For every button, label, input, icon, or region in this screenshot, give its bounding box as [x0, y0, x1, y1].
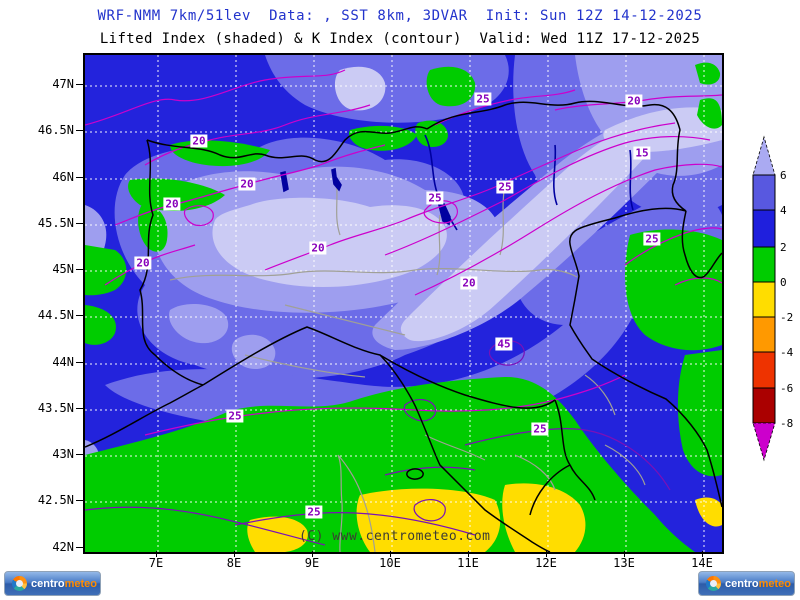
lat-tick-mark — [76, 130, 83, 131]
lon-tick-label: 13E — [613, 556, 635, 570]
coastlines-borders — [85, 100, 722, 552]
colorbar-segment — [752, 316, 776, 353]
contour-label: 45 — [495, 337, 513, 351]
lat-tick-label: 45.5N — [37, 216, 74, 230]
colorbar-tick-label: -4 — [780, 346, 794, 359]
contour-label: 20 — [625, 94, 643, 108]
contour-label: 20 — [134, 256, 152, 270]
watermark: (C) www.centrometeo.com — [299, 529, 491, 544]
colorbar-tick-label: 0 — [780, 276, 787, 289]
centrometeo-logo-icon — [706, 576, 721, 591]
lon-tick-mark — [312, 551, 313, 557]
centrometeo-logo-left[interactable]: centro meteo — [4, 571, 101, 596]
lon-tick-label: 9E — [304, 556, 320, 570]
contour-label: 25 — [474, 92, 492, 106]
colorbar-segment — [752, 246, 776, 283]
lon-tick-mark — [234, 551, 235, 557]
model-title: WRF-NMM 7km/51lev Data: , SST 8km, 3DVAR… — [97, 8, 703, 24]
contour-label: 25 — [305, 505, 323, 519]
contour-label: 20 — [309, 241, 327, 255]
colorbar-arrow-bottom — [752, 422, 776, 462]
field-title: Lifted Index (shaded) & K Index (contour… — [99, 31, 701, 47]
lat-tick-mark — [76, 408, 83, 409]
lat-tick-mark — [76, 500, 83, 501]
centrometeo-logo-icon — [12, 576, 27, 591]
lat-tick-label: 45N — [52, 262, 74, 276]
graticule — [85, 55, 722, 552]
colorbar-tick-label: 6 — [780, 169, 787, 182]
centrometeo-logo-right[interactable]: centro meteo — [698, 571, 795, 596]
lat-tick-label: 46.5N — [37, 123, 74, 137]
map-canvas — [85, 55, 722, 552]
lat-tick-mark — [76, 362, 83, 363]
logo-text-meteo: meteo — [758, 577, 792, 590]
lat-tick-mark — [76, 315, 83, 316]
lat-tick-label: 44.5N — [37, 308, 74, 322]
lat-tick-label: 46N — [52, 170, 74, 184]
colorbar-segment — [752, 174, 776, 211]
lat-tick-label: 43N — [52, 447, 74, 461]
contour-label: 25 — [496, 180, 514, 194]
contour-label: 20 — [190, 134, 208, 148]
contour-label: 20 — [163, 197, 181, 211]
lon-tick-label: 7E — [148, 556, 164, 570]
lon-tick-label: 10E — [379, 556, 401, 570]
contour-label: 20 — [238, 177, 256, 191]
colorbar-segment — [752, 281, 776, 318]
lat-tick-mark — [76, 177, 83, 178]
colorbar-tick-label: -8 — [780, 417, 794, 430]
lon-tick-mark — [390, 551, 391, 557]
contour-label: 25 — [531, 422, 549, 436]
k-index-contours — [85, 69, 722, 436]
contour-label: 25 — [643, 232, 661, 246]
lon-tick-mark — [468, 551, 469, 557]
lon-tick-mark — [156, 551, 157, 557]
lat-tick-mark — [76, 269, 83, 270]
lat-tick-mark — [76, 547, 83, 548]
lon-tick-label: 11E — [457, 556, 479, 570]
contour-label: 25 — [226, 409, 244, 423]
lon-tick-mark — [624, 551, 625, 557]
colorbar-segment — [752, 387, 776, 424]
lon-tick-mark — [546, 551, 547, 557]
lat-tick-label: 44N — [52, 355, 74, 369]
lon-tick-mark — [702, 551, 703, 557]
colorbar-tick-label: 4 — [780, 204, 787, 217]
contour-label: 20 — [460, 276, 478, 290]
lat-tick-label: 42.5N — [37, 493, 74, 507]
lon-tick-label: 12E — [535, 556, 557, 570]
lat-tick-label: 47N — [52, 77, 74, 91]
lon-tick-label: 14E — [691, 556, 713, 570]
logo-text-meteo: meteo — [64, 577, 98, 590]
lat-tick-mark — [76, 84, 83, 85]
colorbar-tick-label: -6 — [780, 382, 794, 395]
lat-tick-mark — [76, 223, 83, 224]
logo-icon-center — [16, 580, 23, 587]
lat-tick-label: 43.5N — [37, 401, 74, 415]
contour-label: 15 — [633, 146, 651, 160]
lon-tick-label: 8E — [226, 556, 242, 570]
logo-text-centro: centro — [725, 577, 759, 590]
logo-text-centro: centro — [31, 577, 65, 590]
colorbar-segment — [752, 351, 776, 389]
lat-tick-mark — [76, 454, 83, 455]
contour-label: 25 — [426, 191, 444, 205]
colorbar-tick-label: 2 — [780, 241, 787, 254]
colorbar-arrow-top — [752, 135, 776, 176]
colorbar-segment — [752, 209, 776, 248]
colorbar-tick-label: -2 — [780, 311, 794, 324]
lifted-index-colorbar: 6 4 2 0 -2 -4 -6 -8 — [745, 130, 800, 470]
forecast-map: (C) www.centrometeo.com 20 20 20 20 20 25 20 15… — [83, 53, 724, 554]
logo-icon-center — [710, 580, 717, 587]
lat-tick-label: 42N — [52, 540, 74, 554]
